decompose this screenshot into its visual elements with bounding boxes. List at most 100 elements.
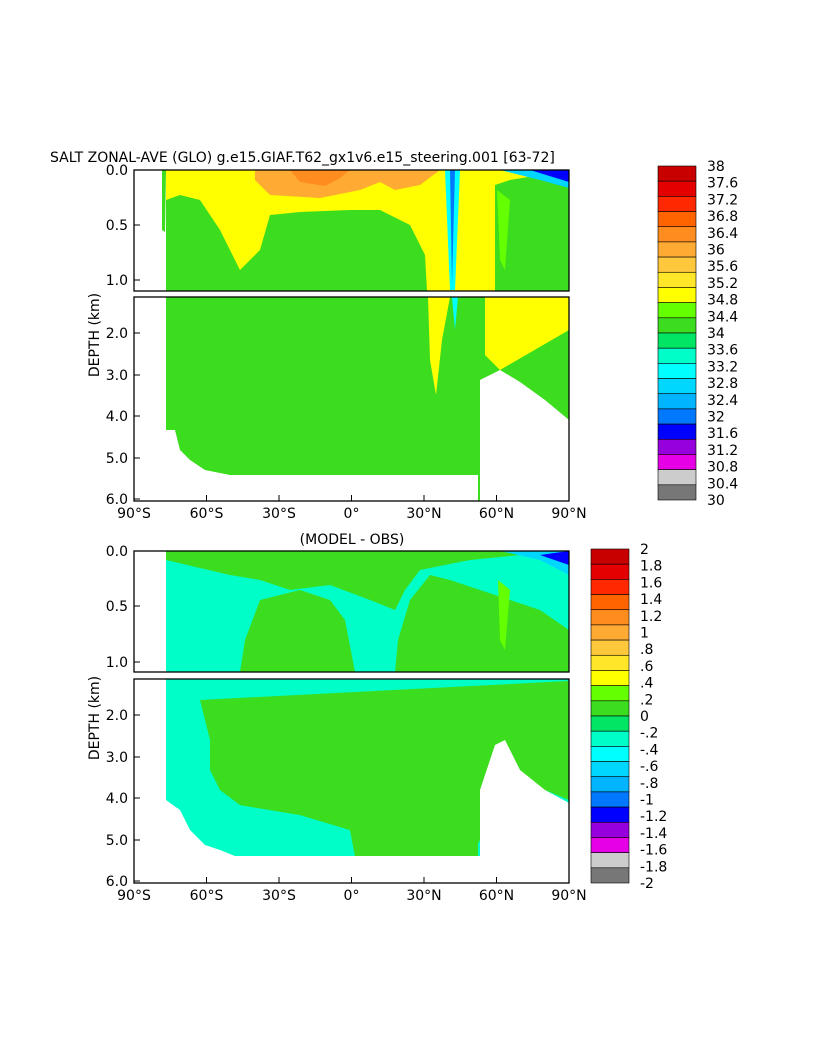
x-tick-label: 90°S (117, 888, 151, 904)
colorbar-swatch (590, 761, 630, 778)
colorbar-swatch (590, 867, 630, 884)
x-tick-label: 30°S (262, 506, 296, 522)
colorbar-swatch (590, 806, 630, 823)
colorbar-swatch (590, 624, 630, 641)
colorbar-label: 32 (707, 410, 725, 426)
colorbar-swatch (590, 837, 630, 853)
panel2-colorbar: 21.81.61.41.21.8.6.4.20-.2-.4-.6-.8-1-1.… (590, 542, 667, 892)
x-tick-label: 60°N (479, 506, 514, 522)
x-tick-label: 30°N (406, 888, 441, 904)
colorbar-swatch (657, 241, 697, 258)
y-tick-label: 5.0 (106, 451, 128, 467)
colorbar-swatch (590, 579, 630, 595)
lower-field-1 (134, 297, 569, 501)
y-tick-label: 0.5 (106, 218, 128, 234)
colorbar-label: 0 (640, 709, 649, 725)
colorbar-swatch (657, 211, 697, 228)
x-tick-label: 60°N (479, 888, 514, 904)
colorbar-swatch (590, 609, 630, 626)
upper-frame (133, 550, 570, 673)
colorbar-label: 33.6 (707, 343, 738, 359)
colorbar-label: 33.2 (707, 359, 738, 375)
colorbar-label: .8 (640, 642, 653, 658)
colorbar-label: -.6 (640, 759, 659, 775)
colorbar-swatch (590, 685, 630, 702)
colorbar-label: -1 (640, 793, 654, 809)
colorbar-swatch (590, 852, 630, 869)
panel1-colorbar: 3837.637.236.836.43635.635.234.834.43433… (657, 159, 738, 509)
colorbar-label: 38 (707, 159, 725, 175)
colorbar-label: -1.8 (640, 859, 667, 875)
colorbar-label: 30.4 (707, 476, 738, 492)
colorbar-label: 31.6 (707, 426, 738, 442)
y-tick-label: 4.0 (106, 791, 128, 807)
colorbar-label: .2 (640, 692, 653, 708)
y-axis-label: DEPTH (km) (87, 293, 103, 377)
colorbar-swatch (590, 776, 630, 793)
colorbar-swatch (657, 423, 697, 440)
y-tick-label: 1.0 (106, 655, 128, 671)
colorbar-swatch (657, 378, 697, 395)
y-axis-label: DEPTH (km) (87, 676, 103, 760)
x-tick-label: 60°S (190, 888, 224, 904)
colorbar-swatch (590, 670, 630, 686)
colorbar-label: 1.6 (640, 575, 662, 591)
y-tick-label: 3.0 (106, 368, 128, 384)
colorbar-label: 36.8 (707, 209, 738, 225)
lower-field-2 (134, 679, 569, 856)
colorbar-label: .6 (640, 659, 653, 675)
y-tick-label: 0.0 (106, 544, 128, 560)
y-tick-label: 2.0 (106, 708, 128, 724)
colorbar-label: 31.2 (707, 443, 738, 459)
colorbar-label: 30.8 (707, 460, 738, 476)
colorbar-swatch (657, 438, 697, 455)
colorbar-swatch (657, 226, 697, 243)
y-tick-label: 6.0 (106, 874, 128, 890)
colorbar-swatch (657, 165, 697, 182)
x-tick-label: 90°S (117, 506, 151, 522)
colorbar-swatch (657, 287, 697, 303)
colorbar-label: 32.4 (707, 393, 738, 409)
colorbar-label: 1 (640, 626, 649, 642)
colorbar-swatch (657, 196, 697, 212)
difference-panel: (MODEL - OBS) 90°S 60°S 30°S 0° 30°N 60°N 90°N… (87, 532, 667, 904)
colorbar-swatch (590, 594, 630, 611)
y-tick-label: 4.0 (106, 409, 128, 425)
colorbar-label: -1.6 (640, 843, 667, 859)
colorbar-label: 35.6 (707, 259, 738, 275)
colorbar-swatch (657, 408, 697, 425)
chart-title: (MODEL - OBS) (300, 532, 405, 548)
x-tick-label: 0° (344, 506, 360, 522)
colorbar-swatch (590, 639, 630, 656)
y-tick-label: 6.0 (106, 492, 128, 508)
chart-title: SALT ZONAL-AVE (GLO) g.e15.GIAF.T62_gx1v… (50, 150, 555, 166)
colorbar-swatch (590, 791, 630, 808)
colorbar-label: 2 (640, 542, 649, 558)
colorbar-swatch (590, 563, 630, 580)
colorbar-label: -1.4 (640, 826, 667, 842)
colorbar-swatch (657, 180, 697, 197)
panel2-axes: 90°S 60°S 30°S 0° 30°N 60°N 90°N 0.0 0.5 1.0 2.0 3.… (87, 544, 587, 904)
x-tick-label: 90°N (551, 888, 586, 904)
colorbar-label: 30 (707, 493, 725, 509)
colorbar-label: -.2 (640, 726, 658, 742)
panel1-axes: 90°S 60°S 30°S 0° 30°N 60°N 90°N 0.0 0.5 1.0 2.0 3.… (87, 163, 587, 522)
salt-zonal-panel: SALT ZONAL-AVE (GLO) g.e15.GIAF.T62_gx1v… (50, 150, 738, 522)
colorbar-swatch (590, 654, 630, 671)
colorbar-swatch (590, 821, 630, 838)
colorbar-label: 35.2 (707, 276, 738, 292)
colorbar-label: 37.6 (707, 176, 738, 192)
colorbar-swatch (657, 484, 697, 501)
colorbar-swatch (590, 548, 630, 565)
colorbar-swatch (657, 256, 697, 273)
upper-field-2 (134, 551, 569, 672)
colorbar-label: -2 (640, 876, 654, 892)
colorbar-swatch (657, 363, 697, 379)
colorbar-label: 34.8 (707, 293, 738, 309)
colorbar-swatch (657, 302, 697, 319)
colorbar-swatch (657, 393, 697, 410)
upper-field-1 (134, 170, 569, 291)
colorbar-label: 37.2 (707, 192, 738, 208)
y-tick-label: 2.0 (106, 326, 128, 342)
